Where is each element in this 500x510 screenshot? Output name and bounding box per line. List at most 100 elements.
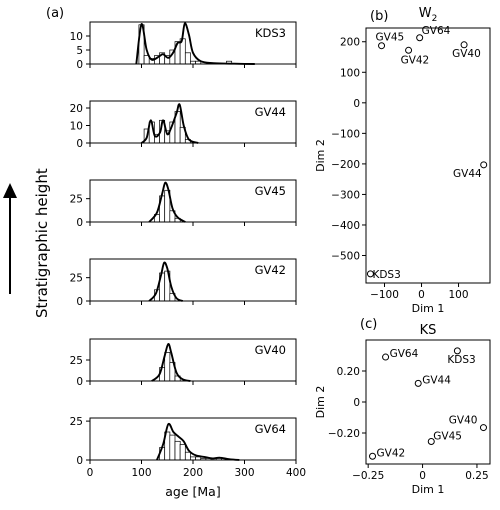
- x-axis-label: age [Ma]: [165, 484, 220, 499]
- y-tick-label: 0: [76, 455, 83, 467]
- sample-label-gv40: GV40: [255, 343, 286, 357]
- y-tick-label: 25: [70, 355, 83, 367]
- y-tick-label: 0: [76, 138, 83, 150]
- point-label-gv40: GV40: [452, 48, 481, 60]
- y-tick-label: 0: [76, 217, 83, 229]
- x-tick-label: −100: [370, 289, 399, 301]
- x-tick-label: 0: [419, 470, 426, 482]
- y-tick-label: 25: [70, 416, 83, 428]
- scatter-title-subscript: 2: [432, 14, 438, 24]
- histogram-subplot-gv40: 0 25 GV40: [70, 338, 297, 388]
- scatter-point-gv40: [460, 41, 468, 49]
- y-tick-label: 25: [70, 194, 83, 206]
- y-tick-label: −400: [331, 220, 360, 232]
- sample-label-gv45: GV45: [255, 184, 286, 198]
- y-tick-label: 10: [70, 31, 83, 43]
- y-tick-label: 0: [353, 98, 360, 110]
- y-tick-label: 100: [340, 67, 360, 79]
- scatter-point-gv44: [480, 161, 488, 169]
- x-axis-label: Dim 1: [412, 302, 445, 315]
- scatter-point-gv40: [479, 424, 487, 432]
- y-axis-label: Dim 2: [314, 386, 327, 419]
- point-label-gv64: GV64: [422, 25, 451, 37]
- sample-label-gv42: GV42: [255, 263, 286, 277]
- point-label-gv42: GV42: [401, 54, 430, 66]
- point-label-gv44: GV44: [422, 374, 451, 386]
- stratigraphic-arrow: [3, 183, 17, 294]
- histogram-bar: [164, 352, 171, 382]
- histogram-subplot-gv44: 0 10 20 GV44: [70, 100, 297, 150]
- scatter-title: KS: [420, 323, 437, 338]
- x-tick-label: 300: [234, 467, 254, 479]
- histogram-bar: [179, 444, 186, 461]
- y-tick-label: 0: [76, 296, 83, 308]
- y-tick-label: −100: [331, 128, 360, 140]
- y-tick-label: −200: [331, 159, 360, 171]
- panel-label-c: (c): [360, 317, 377, 332]
- kde-curve-gv42: [148, 261, 184, 302]
- point-label-kds3: KDS3: [372, 269, 400, 281]
- kde-curve-gv45: [148, 181, 186, 223]
- histogram-subplot-kds3: 0 5 10 KDS3: [70, 21, 297, 71]
- histogram-bar: [174, 440, 181, 461]
- panel-b-w2-scatter: −100 0 100 200 100 0 −100 −200 −300 −400 −500 Dim 1…: [314, 6, 491, 315]
- histogram-bar: [169, 434, 176, 461]
- histogram-bar: [184, 451, 191, 461]
- x-tick-label: 0: [87, 467, 94, 479]
- scatter-point-gv42: [405, 46, 413, 54]
- point-label-gv45: GV45: [433, 431, 462, 443]
- point-label-gv45: GV45: [376, 32, 405, 44]
- x-tick-label: 0: [418, 289, 425, 301]
- point-label-gv44: GV44: [453, 168, 482, 180]
- scatter-point-gv64: [416, 34, 424, 42]
- y-tick-label: 10: [70, 121, 83, 133]
- y-tick-label: 20: [70, 103, 83, 115]
- scatter-point-gv45: [427, 438, 435, 446]
- point-label-gv40: GV40: [449, 415, 478, 427]
- y-tick-label: 0: [76, 376, 83, 388]
- y-tick-label: 25: [70, 273, 83, 285]
- scatter-point-kds3: [453, 347, 461, 355]
- y-tick-label: 0: [353, 397, 360, 409]
- y-tick-label: 0.20: [337, 366, 360, 378]
- y-tick-label: −500: [331, 251, 360, 263]
- histogram-subplot-gv42: 0 25 GV42: [70, 258, 297, 308]
- y-axis-label: Dim 2: [314, 139, 327, 172]
- point-label-gv42: GV42: [377, 447, 406, 459]
- x-tick-label: 100: [131, 467, 151, 479]
- x-axis-label: Dim 1: [412, 483, 445, 496]
- point-label-kds3: KDS3: [447, 354, 475, 366]
- scatter-point-gv44: [414, 379, 422, 387]
- kde-curve-gv64: [156, 422, 240, 461]
- panel-a-histograms: 0 5 10 KDS3 0 10 20 GV44 0 25 GV45 0 25 GV42 0 25 GV40 0 2…: [70, 21, 306, 499]
- kde-curve-gv40: [151, 343, 191, 382]
- y-tick-label: 200: [340, 37, 360, 49]
- panel-label-a: (a): [46, 6, 64, 21]
- stratigraphic-height-label: Stratigraphic height: [33, 168, 51, 318]
- scatter-point-gv42: [369, 452, 377, 460]
- sample-label-gv44: GV44: [255, 105, 286, 119]
- scatter-point-gv64: [382, 353, 390, 361]
- histogram-subplot-gv45: 0 25 GV45: [70, 179, 297, 229]
- y-tick-label: −0.20: [328, 428, 360, 440]
- x-tick-label: 0.25: [465, 470, 488, 482]
- x-tick-label: 200: [183, 467, 203, 479]
- scatter-frame: [365, 27, 491, 284]
- scatter-title: W2: [419, 6, 438, 24]
- x-tick-label: −0.25: [352, 470, 384, 482]
- histogram-bar: [184, 52, 191, 65]
- sample-label-kds3: KDS3: [255, 26, 286, 40]
- panel-label-b: (b): [370, 9, 388, 24]
- x-tick-label: 100: [449, 289, 469, 301]
- y-tick-label: −300: [331, 189, 360, 201]
- y-tick-label: 5: [76, 45, 83, 57]
- point-label-gv64: GV64: [390, 348, 419, 360]
- scatter-point-kds3: [366, 270, 374, 278]
- scatter-point-gv45: [378, 42, 386, 50]
- histogram-subplot-gv64: 0 25 GV64: [70, 416, 297, 467]
- sample-label-gv64: GV64: [255, 422, 286, 436]
- kde-curve-gv44: [140, 103, 199, 144]
- kde-curve-kds3: [135, 22, 255, 65]
